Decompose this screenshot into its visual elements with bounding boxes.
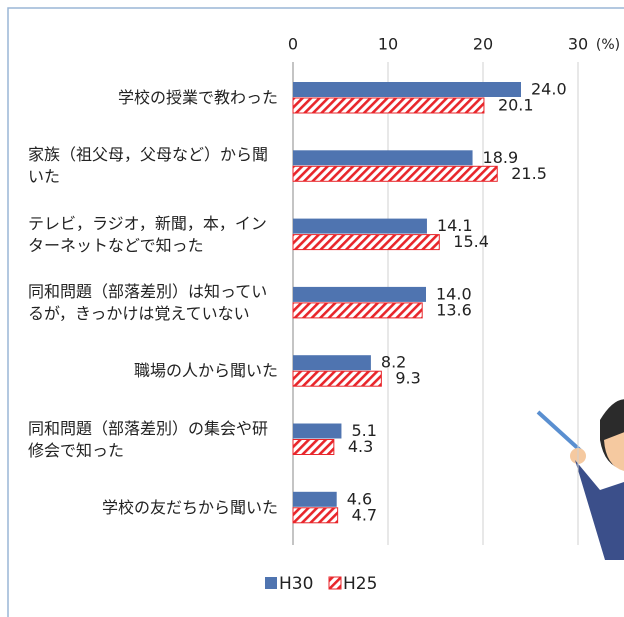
y-tick-label: 同和問題（部落差別）の集会や研修会で知った bbox=[28, 418, 269, 460]
category-label-box: 学校の友だちから聞いた bbox=[28, 486, 278, 530]
legend-swatch bbox=[265, 577, 277, 589]
category-label-box: 同和問題（部落差別）は知っているが，きっかけは覚えていない bbox=[28, 281, 278, 325]
pointer bbox=[536, 410, 584, 454]
category-label-box: 同和問題（部落差別）の集会や研修会で知った bbox=[28, 418, 278, 462]
data-label: 20.1 bbox=[498, 96, 534, 115]
data-label: 4.6 bbox=[347, 489, 372, 508]
bar bbox=[292, 507, 339, 524]
bar bbox=[293, 423, 342, 439]
data-label: 24.0 bbox=[531, 80, 567, 99]
data-label: 21.5 bbox=[511, 164, 547, 183]
data-label: 4.3 bbox=[348, 437, 373, 456]
frame bbox=[7, 7, 624, 617]
bar bbox=[292, 370, 382, 387]
x-tick-label: 20 bbox=[473, 35, 493, 54]
bar bbox=[293, 82, 521, 97]
face bbox=[604, 432, 624, 471]
data-label: 14.1 bbox=[437, 216, 473, 235]
data-label: 14.0 bbox=[436, 284, 472, 303]
legend-label: H25 bbox=[343, 574, 377, 594]
teacher-illustration bbox=[536, 399, 624, 560]
y-tick-label: 同和問題（部落差別）は知っているが，きっかけは覚えていない bbox=[28, 281, 268, 323]
bar bbox=[293, 218, 427, 234]
y-tick-label: 家族（祖父母，父母など）から聞いた bbox=[28, 145, 269, 187]
bar bbox=[292, 165, 498, 182]
x-tick-label: 0 bbox=[288, 35, 298, 54]
bar bbox=[293, 286, 426, 302]
y-tick-label: テレビ，ラジオ，新聞，本，インターネットなどで知った bbox=[28, 213, 267, 255]
bar bbox=[292, 302, 423, 319]
legend-swatch bbox=[328, 576, 342, 590]
legend-label: H30 bbox=[279, 574, 313, 594]
category-label-box: テレビ，ラジオ，新聞，本，インターネットなどで知った bbox=[28, 213, 278, 257]
bar bbox=[293, 355, 371, 371]
x-axis-label: (%) bbox=[596, 37, 620, 53]
category-label-box: 家族（祖父母，父母など）から聞いた bbox=[28, 144, 278, 188]
x-tick-label: 30 bbox=[568, 35, 588, 54]
body bbox=[575, 460, 624, 560]
bar bbox=[292, 439, 335, 455]
bar bbox=[292, 97, 485, 114]
data-label: 9.3 bbox=[395, 369, 420, 388]
data-label: 4.7 bbox=[352, 505, 377, 524]
y-tick-label: 学校の友だちから聞いた bbox=[101, 497, 278, 517]
x-tick-label: 10 bbox=[378, 35, 398, 54]
data-label: 18.9 bbox=[483, 148, 519, 167]
category-label-box: 職場の人から聞いた bbox=[28, 349, 278, 393]
data-label: 5.1 bbox=[351, 421, 376, 440]
y-tick-label: 職場の人から聞いた bbox=[133, 361, 278, 381]
data-label: 8.2 bbox=[381, 353, 406, 372]
bar bbox=[292, 234, 440, 251]
data-label: 15.4 bbox=[453, 232, 489, 251]
bar bbox=[293, 491, 337, 507]
y-tick-label: 学校の授業で教わった bbox=[117, 88, 278, 107]
bar bbox=[293, 150, 473, 166]
category-label-box: 学校の授業で教わった bbox=[28, 76, 278, 120]
data-label: 13.6 bbox=[436, 300, 472, 319]
